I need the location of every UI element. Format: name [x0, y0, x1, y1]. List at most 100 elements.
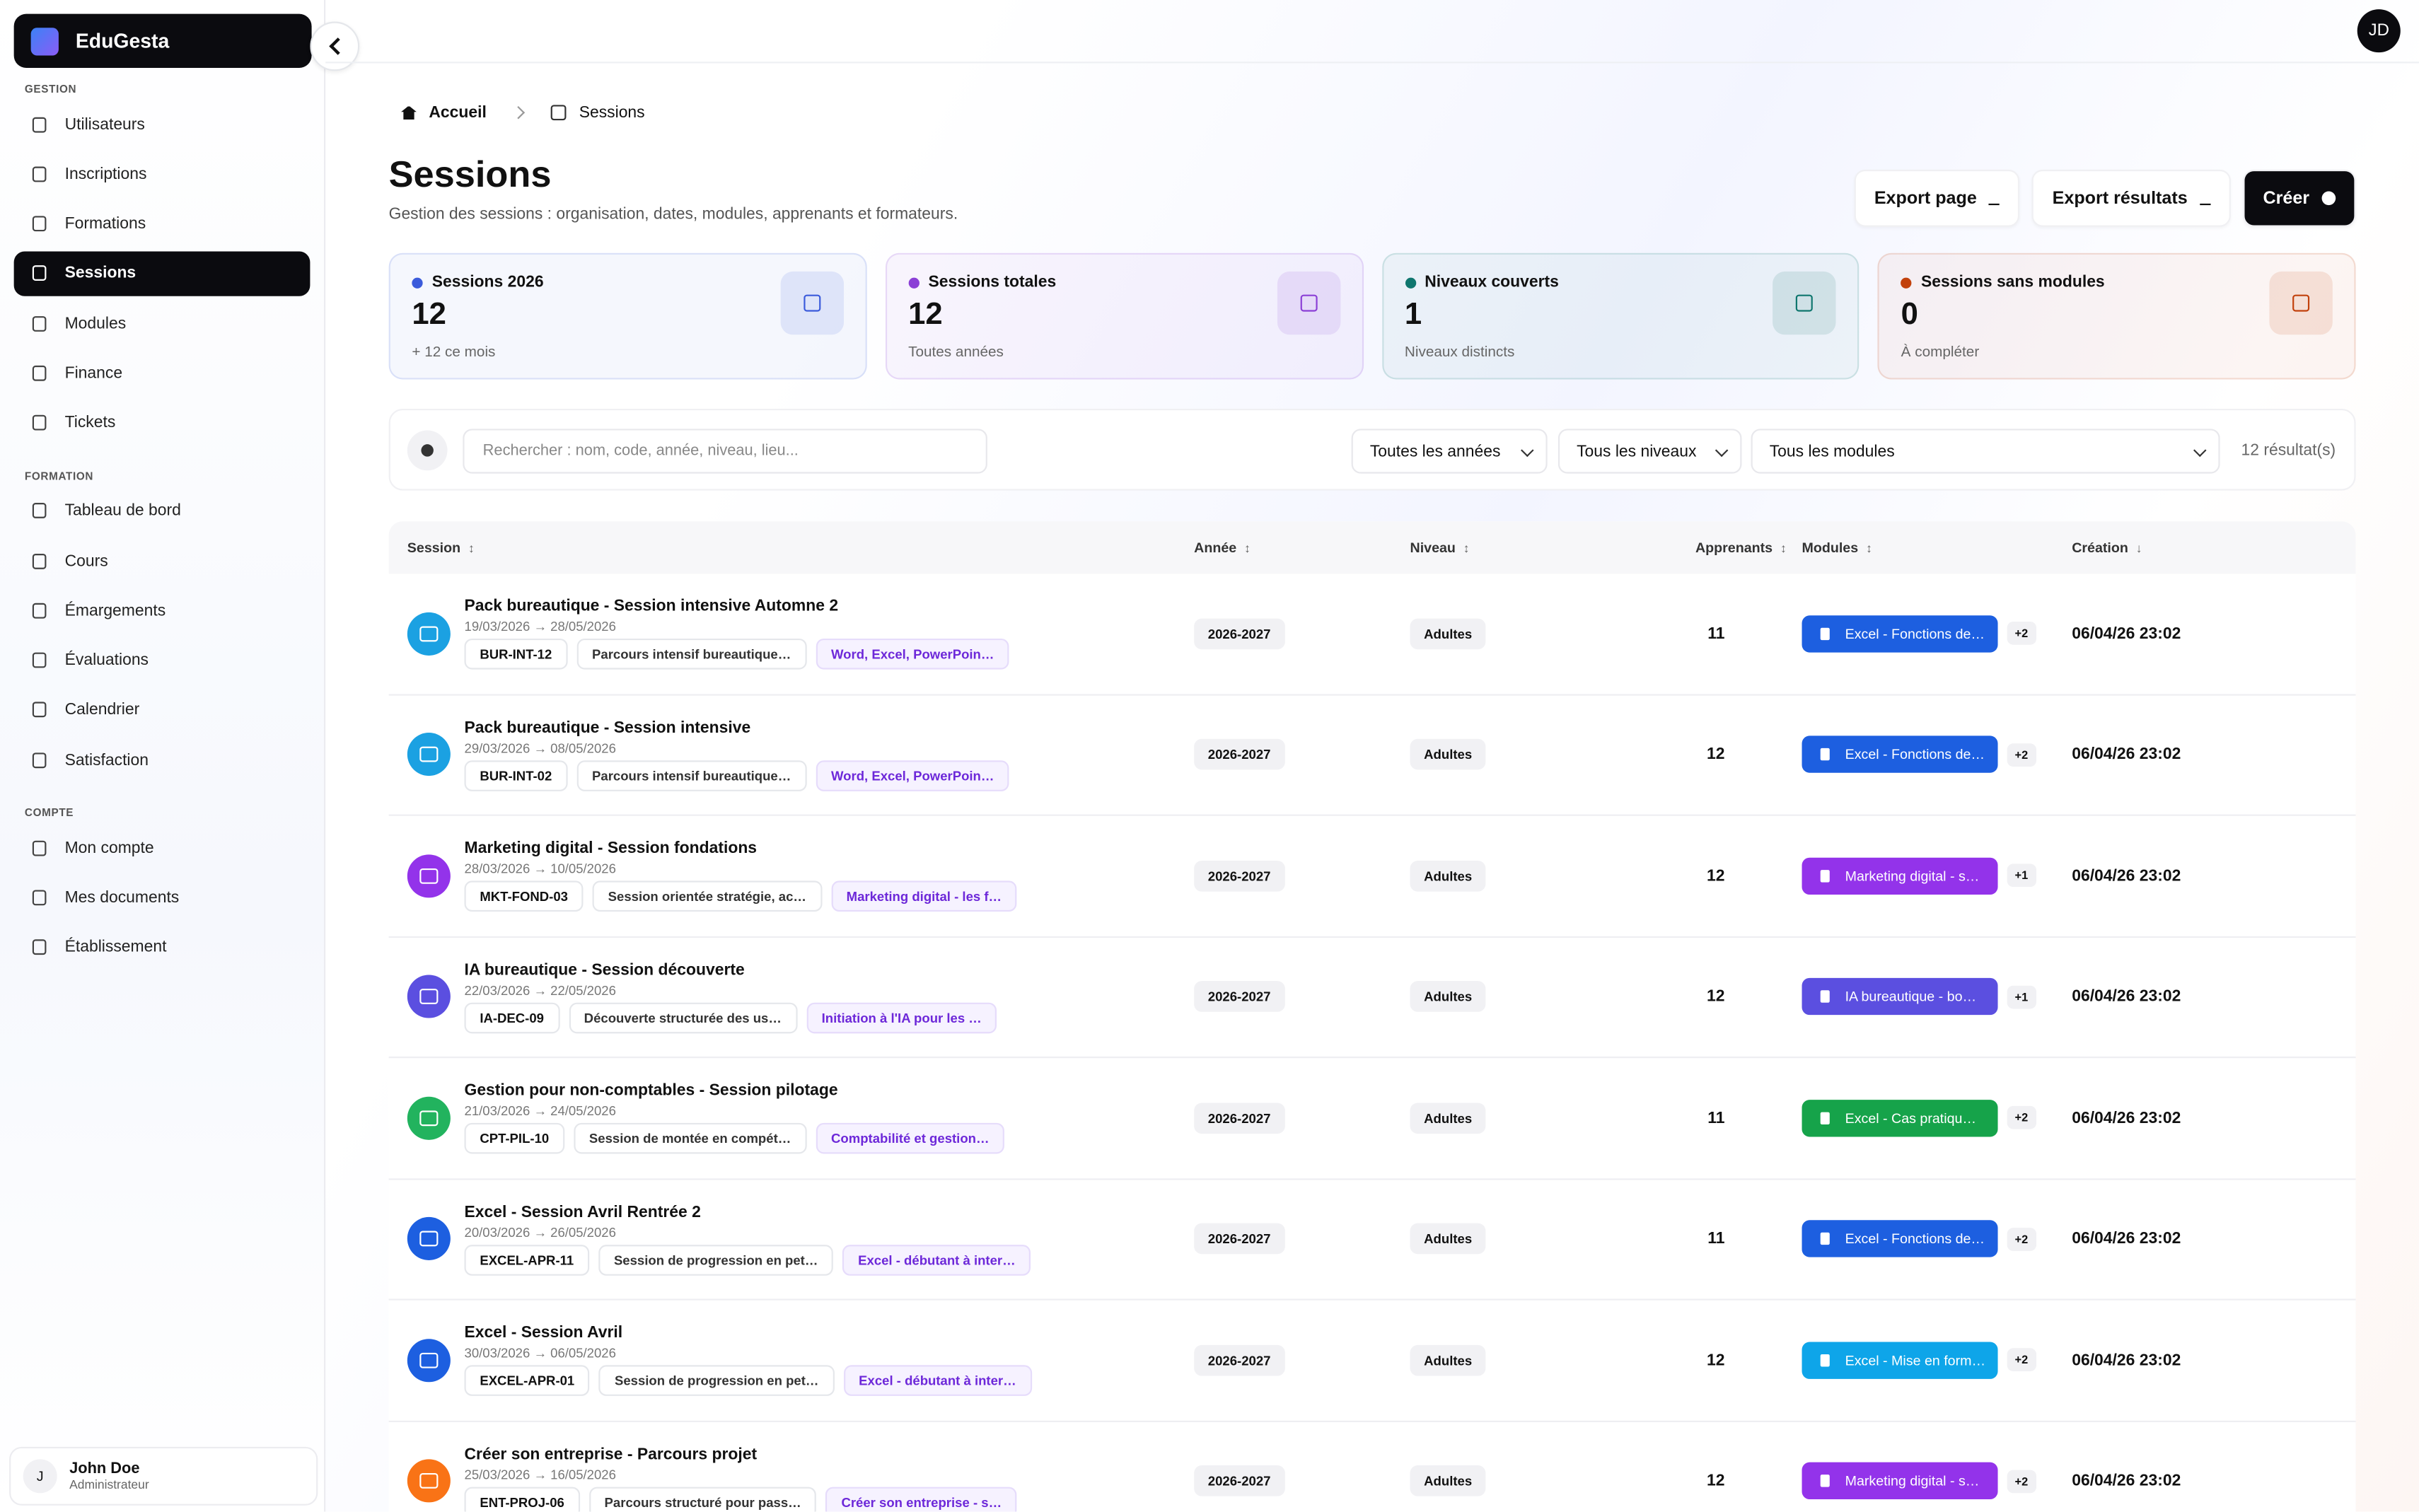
- stat-label-text: Sessions totales: [928, 273, 1057, 292]
- column-header[interactable]: Création: [2072, 540, 2355, 555]
- nav-label: Satisfaction: [64, 750, 149, 769]
- user-info: John Doe Administrateur: [69, 1461, 149, 1492]
- created-at: 06/04/26 23:02: [2072, 987, 2181, 1006]
- breadcrumb: Accueil Sessions: [401, 103, 645, 122]
- page-title: Sessions: [388, 154, 552, 196]
- nav-item[interactable]: Mes documents: [14, 876, 311, 920]
- nav-item[interactable]: Sessions: [13, 251, 311, 296]
- filter-select[interactable]: Tous les modules: [1751, 429, 2220, 474]
- nav-item[interactable]: Formations: [14, 202, 311, 246]
- module-name: Marketing digital - s…: [1845, 868, 1980, 884]
- modules-cell: IA bureautique - bo… +1: [1802, 978, 2072, 1016]
- nav-item[interactable]: Modules: [14, 301, 311, 346]
- stat-label-text: Sessions 2026: [431, 273, 544, 292]
- action-button[interactable]: Export page: [1854, 169, 2020, 227]
- user-avatar[interactable]: JD: [2357, 9, 2401, 53]
- nav-icon: [32, 652, 47, 668]
- stat-dot: [1404, 277, 1416, 288]
- nav-item[interactable]: Mon compte: [14, 825, 311, 870]
- session-code: BUR-INT-02: [464, 760, 568, 791]
- table-row[interactable]: Marketing digital - Session fondations 28…: [388, 816, 2356, 938]
- action-button[interactable]: Créer: [2243, 169, 2356, 227]
- table-row[interactable]: Créer son entreprise - Parcours projet 25…: [389, 1421, 2356, 1512]
- session-tags: EXCEL-APR-11 Session de progression en pe…: [464, 1244, 1031, 1276]
- filter-select[interactable]: Tous les niveaux: [1557, 429, 1742, 474]
- search-input[interactable]: Rechercher : nom, code, année, niveau, l…: [463, 429, 987, 474]
- session-cell: Créer son entreprise - Parcours projet 25…: [407, 1445, 1194, 1512]
- action-button[interactable]: Export résultats: [2032, 169, 2231, 227]
- nav-label: Calendrier: [64, 701, 140, 720]
- nav-item[interactable]: Émargements: [14, 588, 311, 633]
- module-badge[interactable]: Excel - Fonctions de…: [1802, 615, 1998, 653]
- table-row[interactable]: Excel - Session Avril 30/03/2026 → 06/05/…: [388, 1301, 2356, 1421]
- stat-note: Toutes années: [908, 344, 1004, 361]
- session-dates: 19/03/2026 → 28/05/2026: [464, 619, 616, 634]
- filters: Rechercher : nom, code, année, niveau, l…: [388, 408, 2356, 491]
- table-row[interactable]: Pack bureautique - Session intensive Aut…: [388, 574, 2356, 695]
- table-row[interactable]: Pack bureautique - Session intensive 29/0…: [388, 695, 2356, 816]
- session-code: IA-DEC-09: [464, 1002, 559, 1033]
- nav-icon: [32, 890, 47, 906]
- sessions-table: SessionAnnéeNiveauApprenantsModulesCréat…: [388, 521, 2356, 1512]
- module-icon: [1820, 627, 1830, 640]
- nav-icon: [32, 415, 47, 431]
- column-header[interactable]: Apprenants: [1635, 540, 1802, 555]
- nav-label: Établissement: [64, 938, 167, 958]
- session-cell: IA bureautique - Session découverte 22/03…: [407, 960, 1194, 1033]
- session-code: CPT-PIL-10: [464, 1123, 565, 1155]
- nav-item[interactable]: Calendrier: [14, 688, 311, 733]
- more-modules: +1: [2007, 985, 2036, 1008]
- module-badge[interactable]: Excel - Fonctions de…: [1802, 735, 1998, 774]
- session-dates: 25/03/2026 → 16/05/2026: [464, 1466, 616, 1482]
- created-at: 06/04/26 23:02: [2072, 1351, 2181, 1370]
- nav-section-title: FORMATION: [24, 471, 94, 483]
- module-badge[interactable]: Excel - Fonctions de…: [1802, 1220, 1998, 1258]
- session-dates: 28/03/2026 → 10/05/2026: [464, 861, 616, 877]
- level-chip: Adultes: [1410, 1344, 1486, 1376]
- module-badge[interactable]: Marketing digital - s…: [1802, 857, 1998, 895]
- created-at: 06/04/26 23:02: [2072, 1229, 2181, 1249]
- result-count: 12 résultat(s): [2241, 441, 2336, 460]
- column-header[interactable]: Année: [1194, 540, 1410, 555]
- module-badge[interactable]: Marketing digital - s…: [1802, 1462, 1998, 1500]
- nav-item[interactable]: Évaluations: [14, 638, 311, 682]
- column-header[interactable]: Niveau: [1410, 540, 1635, 555]
- nav-item[interactable]: Inscriptions: [14, 151, 311, 196]
- session-formation: Comptabilité et gestion…: [816, 1123, 1005, 1155]
- session-tags: MKT-FOND-03 Session orientée stratégie, a…: [464, 880, 1017, 912]
- nav-icon: [32, 940, 47, 955]
- nav-item[interactable]: Cours: [14, 538, 311, 583]
- session-text: Excel - Session Avril 30/03/2026 → 06/05/…: [464, 1324, 1032, 1397]
- module-badge[interactable]: IA bureautique - bo…: [1802, 978, 1998, 1016]
- nav-label: Mon compte: [64, 839, 154, 858]
- user-card[interactable]: J John Doe Administrateur: [9, 1446, 318, 1506]
- year-chip: 2026-2027: [1194, 1102, 1285, 1134]
- column-header[interactable]: Modules: [1802, 540, 2072, 555]
- nav-item[interactable]: Utilisateurs: [14, 102, 311, 146]
- filter-toggle[interactable]: [407, 430, 448, 471]
- column-header[interactable]: Session: [407, 540, 1194, 555]
- table-row[interactable]: Excel - Session Avril Rentrée 2 20/03/202…: [388, 1179, 2356, 1301]
- module-icon: [1820, 748, 1830, 761]
- nav-item[interactable]: Satisfaction: [14, 738, 311, 782]
- nav-item[interactable]: Tableau de bord: [14, 489, 311, 533]
- session-tags: IA-DEC-09 Découverte structurée des us… In…: [464, 1002, 997, 1033]
- session-code: ENT-PROJ-06: [464, 1487, 580, 1512]
- nav-item[interactable]: Tickets: [14, 401, 311, 446]
- filter-select[interactable]: Toutes les années: [1351, 429, 1548, 474]
- more-modules: +2: [2007, 1348, 2036, 1372]
- nav-item[interactable]: Finance: [14, 351, 311, 395]
- session-cell: Excel - Session Avril Rentrée 2 20/03/202…: [407, 1203, 1194, 1276]
- modules-cell: Excel - Fonctions de… +2: [1802, 735, 2072, 774]
- module-name: IA bureautique - bo…: [1845, 989, 1977, 1005]
- table-row[interactable]: Gestion pour non-comptables - Session pi…: [388, 1058, 2356, 1180]
- breadcrumb-link[interactable]: Accueil: [429, 103, 487, 122]
- module-icon: [1820, 869, 1830, 883]
- session-icon: [407, 1096, 451, 1140]
- table-row[interactable]: IA bureautique - Session découverte 22/03…: [388, 937, 2356, 1059]
- module-badge[interactable]: Excel - Cas pratiqu…: [1802, 1099, 1998, 1136]
- brand[interactable]: EduGesta: [13, 13, 312, 68]
- nav-item[interactable]: Établissement: [14, 925, 311, 970]
- nav-label: Utilisateurs: [64, 115, 145, 134]
- module-badge[interactable]: Excel - Mise en form…: [1802, 1342, 1998, 1379]
